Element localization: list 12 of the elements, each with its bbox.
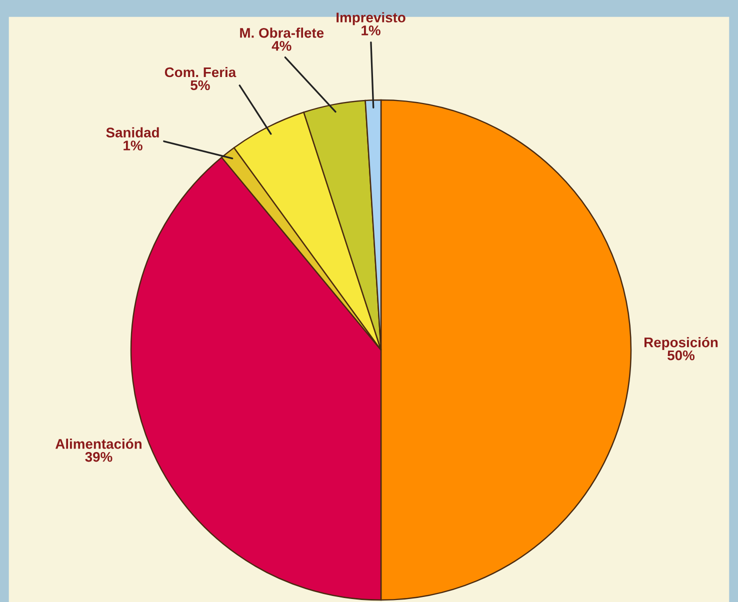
slice-label: Imprevisto [336,12,406,26]
data-label: 1% [124,140,142,150]
data-label: 5% [190,80,210,90]
slice-label: Alimentación [55,438,142,449]
data-label: 4% [272,40,292,51]
slice-label: M. Obra-flete [240,28,324,38]
data-label: 50% [668,350,695,360]
slice-label: Sanidad [106,127,159,138]
slice-label: Reposición [644,336,718,350]
data-label: 1% [362,26,380,36]
slice-label: Com. Feria [164,66,236,78]
data-label: 39% [85,452,112,462]
